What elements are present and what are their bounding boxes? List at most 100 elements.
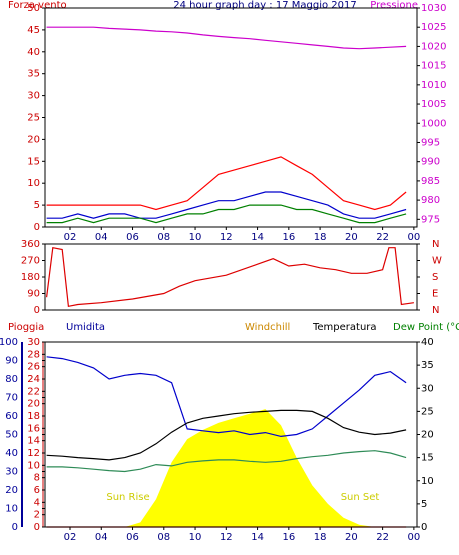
y3-tick-label: 90 <box>5 356 18 367</box>
line <box>46 356 407 438</box>
y-tick-label: 15 <box>27 156 40 167</box>
annotation: Sun Rise <box>106 492 149 503</box>
y2-tick-label: 40 <box>421 337 434 348</box>
y-tick-label: 4 <box>34 497 40 508</box>
pressure-label: Pressione <box>370 0 418 11</box>
x-tick-label: 04 <box>95 232 108 243</box>
y3-tick-label: 50 <box>5 430 18 441</box>
x-tick-label: 00 <box>408 232 421 243</box>
y-tick-label: 20 <box>27 399 40 410</box>
x-tick-label: 18 <box>314 532 327 543</box>
y2-tick-label: 20 <box>421 430 434 441</box>
y-tick-label: 24 <box>27 374 40 385</box>
y-tick-label: 50 <box>27 3 40 14</box>
y-tick-label: 45 <box>27 25 40 36</box>
y2-tick-label: 35 <box>421 360 434 371</box>
y2-tick-label: N <box>432 305 439 316</box>
y-tick-label: 8 <box>34 473 40 484</box>
x-tick-label: 22 <box>376 232 389 243</box>
x-tick-label: 22 <box>376 532 389 543</box>
y2-tick-label: 1005 <box>421 99 446 110</box>
y2-tick-label: 10 <box>421 476 434 487</box>
line <box>46 246 414 308</box>
y-tick-label: 2 <box>34 510 40 521</box>
y-tick-label: 30 <box>27 91 40 102</box>
legend-label: Windchill <box>245 322 290 333</box>
y3-tick-label: 0 <box>12 522 18 533</box>
chart-title: 24 hour graph day : 17 Maggio 2017 <box>173 0 356 11</box>
y-tick-label: 90 <box>27 289 40 300</box>
y-tick-label: 6 <box>34 485 40 496</box>
y2-tick-label: 1025 <box>421 22 446 33</box>
y-tick-label: 12 <box>27 448 40 459</box>
y2-tick-label: 30 <box>421 383 434 394</box>
y2-tick-label: N <box>432 239 439 250</box>
y-tick-label: 18 <box>27 411 40 422</box>
line <box>46 156 407 211</box>
y-tick-label: 0 <box>34 222 40 233</box>
y3-tick-label: 70 <box>5 393 18 404</box>
y2-tick-label: 1020 <box>421 41 446 52</box>
y2-tick-label: W <box>432 256 442 267</box>
y3-tick-label: 10 <box>5 504 18 515</box>
y-tick-label: 10 <box>27 178 40 189</box>
y-tick-label: 5 <box>34 200 40 211</box>
x-tick-label: 08 <box>157 532 170 543</box>
y-tick-label: 40 <box>27 47 40 58</box>
y-tick-label: 270 <box>21 256 40 267</box>
y-tick-label: 14 <box>27 436 40 447</box>
x-tick-label: 20 <box>345 232 358 243</box>
y3-tick-label: 40 <box>5 448 18 459</box>
y3-tick-label: 100 <box>0 337 18 348</box>
y2-tick-label: 995 <box>421 137 440 148</box>
x-tick-label: 10 <box>189 232 202 243</box>
y2-tick-label: 25 <box>421 406 434 417</box>
x-tick-label: 04 <box>95 532 108 543</box>
y3-tick-label: 80 <box>5 374 18 385</box>
y2-tick-label: E <box>432 289 438 300</box>
x-tick-label: 14 <box>251 232 264 243</box>
line <box>46 26 407 50</box>
y-tick-label: 22 <box>27 386 40 397</box>
wind-label: Forza vento <box>8 0 67 11</box>
x-tick-label: 12 <box>220 232 233 243</box>
x-tick-label: 06 <box>126 532 139 543</box>
x-tick-label: 00 <box>408 532 421 543</box>
y-tick-label: 25 <box>27 113 40 124</box>
x-tick-label: 10 <box>189 532 202 543</box>
y2-tick-label: 0 <box>421 522 427 533</box>
area <box>46 409 407 527</box>
x-tick-label: 14 <box>251 532 264 543</box>
line <box>46 409 407 461</box>
legend-label: Umidita <box>66 322 105 333</box>
y-tick-label: 0 <box>34 522 40 533</box>
line <box>46 191 407 219</box>
y3-tick-label: 20 <box>5 485 18 496</box>
legend-label: Temperatura <box>312 322 377 333</box>
y3-tick-label: 60 <box>5 411 18 422</box>
y2-tick-label: 1000 <box>421 118 446 129</box>
y2-tick-label: 980 <box>421 195 440 206</box>
y3-tick-label: 30 <box>5 467 18 478</box>
y-tick-label: 0 <box>34 305 40 316</box>
x-tick-label: 16 <box>282 232 295 243</box>
y-tick-label: 16 <box>27 423 40 434</box>
x-tick-label: 18 <box>314 232 327 243</box>
line <box>46 450 407 473</box>
y2-tick-label: 990 <box>421 157 440 168</box>
x-tick-label: 06 <box>126 232 139 243</box>
y-tick-label: 28 <box>27 349 40 360</box>
y-tick-label: 35 <box>27 69 40 80</box>
line <box>46 204 407 224</box>
x-tick-label: 08 <box>157 232 170 243</box>
x-tick-label: 20 <box>345 532 358 543</box>
y-tick-label: 20 <box>27 134 40 145</box>
y2-tick-label: 15 <box>421 453 434 464</box>
y2-tick-label: 1010 <box>421 80 446 91</box>
y2-tick-label: 1015 <box>421 61 446 72</box>
x-tick-label: 02 <box>64 232 77 243</box>
y-tick-label: 26 <box>27 362 40 373</box>
x-tick-label: 12 <box>220 532 233 543</box>
y2-tick-label: S <box>432 272 438 283</box>
